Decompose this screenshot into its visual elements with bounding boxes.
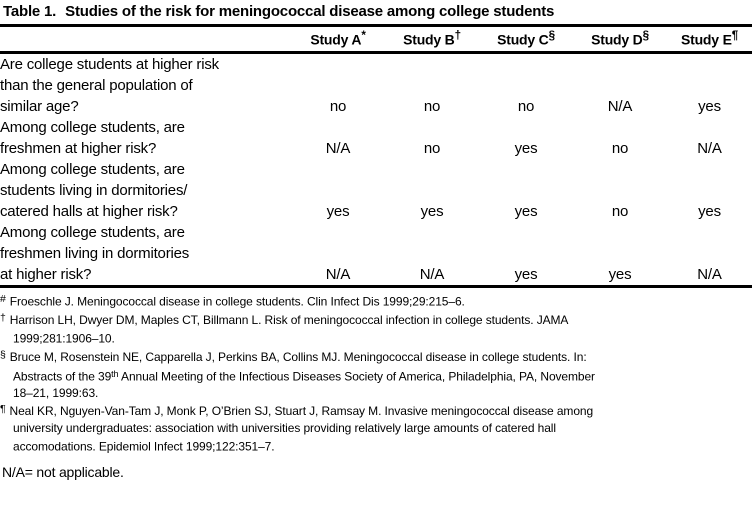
- table-title-text: Studies of the risk for meningococcal di…: [65, 3, 555, 20]
- question-cell: Are college students at higher risk than…: [0, 55, 219, 115]
- value-cell: no: [329, 97, 347, 115]
- column-header-label: Study C: [497, 31, 549, 48]
- value-cell: yes: [326, 202, 350, 220]
- column-header-study-d: Study D§: [573, 25, 667, 54]
- footnote-text: Neal KR, Nguyen-Van-Tam J, Monk P, O’Bri…: [9, 404, 594, 454]
- studies-table: Study A* Study B† Study C§ Study D§ Stud…: [0, 24, 752, 288]
- column-header-label: Study D: [591, 31, 643, 48]
- table-row: Among college students, are freshmen at …: [0, 117, 752, 159]
- corner-cell: [0, 25, 291, 54]
- footnote-text: Bruce M, Rosenstein NE, Capparella J, Pe…: [9, 350, 587, 384]
- value-cell: yes: [514, 139, 538, 157]
- value-cell: yes: [479, 221, 573, 288]
- footnote-bruce: § Bruce M, Rosenstein NE, Capparella J, P…: [0, 347, 752, 401]
- column-header-study-c: Study C§: [479, 25, 573, 54]
- question-cell: Among college students, are students liv…: [0, 160, 188, 220]
- table-header-row: Study A* Study B† Study C§ Study D§ Stud…: [0, 25, 752, 54]
- value-cell: no: [423, 139, 441, 157]
- value-cell: N/A: [385, 221, 479, 288]
- value-cell: yes: [514, 202, 538, 220]
- value-cell: no: [611, 139, 629, 157]
- column-header-study-b: Study B†: [385, 25, 479, 54]
- table-row: Are college students at higher risk than…: [0, 52, 752, 117]
- column-header-sup: §: [642, 29, 650, 42]
- footnote-harrison: † Harrison LH, Dwyer DM, Maples CT, Billm…: [0, 310, 752, 348]
- value-cell: N/A: [291, 221, 385, 288]
- column-header-sup: †: [454, 29, 462, 42]
- value-cell: N/A: [667, 221, 752, 288]
- footnote-marker: ¶: [0, 403, 6, 416]
- question-cell: Among college students, are freshmen at …: [0, 118, 185, 157]
- column-header-sup: ¶: [731, 29, 739, 42]
- value-cell: N/A: [697, 139, 722, 157]
- footnote-text: Harrison LH, Dwyer DM, Maples CT, Billma…: [9, 312, 569, 346]
- column-header-sup: §: [548, 29, 556, 42]
- footnote-marker: †: [0, 311, 6, 324]
- column-header-sup: *: [361, 29, 366, 42]
- column-header-label: Study E: [680, 31, 732, 48]
- value-cell: no: [611, 202, 629, 220]
- footnote-text-sup: th: [111, 368, 119, 379]
- question-cell: Among college students, are freshmen liv…: [0, 221, 291, 288]
- table-title: Table 1. Studies of the risk for meningoc…: [0, 0, 752, 24]
- value-cell: yes: [698, 202, 721, 220]
- na-note: N/A= not applicable.: [2, 464, 124, 481]
- footnote-marker: §: [0, 349, 6, 362]
- footnote-text: Annual Meeting of the Infectious Disease…: [13, 369, 595, 400]
- column-header-study-a: Study A*: [291, 25, 385, 54]
- column-header-label: Study A: [310, 31, 362, 48]
- table-number: Table 1.: [3, 3, 57, 20]
- column-header-label: Study B: [403, 31, 455, 48]
- value-cell: yes: [420, 202, 444, 220]
- footnote-froeschle: # Froeschle J. Meningococcal disease in c…: [0, 291, 752, 310]
- value-cell: no: [423, 97, 441, 115]
- value-cell: no: [517, 97, 535, 115]
- footnotes: # Froeschle J. Meningococcal disease in c…: [0, 291, 752, 456]
- value-cell: N/A: [325, 139, 351, 157]
- value-cell: yes: [698, 97, 721, 115]
- column-header-study-e: Study E¶: [667, 25, 752, 54]
- value-cell: yes: [573, 221, 667, 288]
- value-cell: N/A: [607, 97, 633, 115]
- table-row: Among college students, are freshmen liv…: [0, 221, 752, 288]
- footnote-marker: #: [0, 293, 6, 306]
- table-row: Among college students, are students liv…: [0, 159, 752, 222]
- footnote-text: Froeschle J. Meningococcal disease in co…: [9, 294, 465, 309]
- footnote-neal: ¶ Neal KR, Nguyen-Van-Tam J, Monk P, O’Br…: [0, 401, 752, 455]
